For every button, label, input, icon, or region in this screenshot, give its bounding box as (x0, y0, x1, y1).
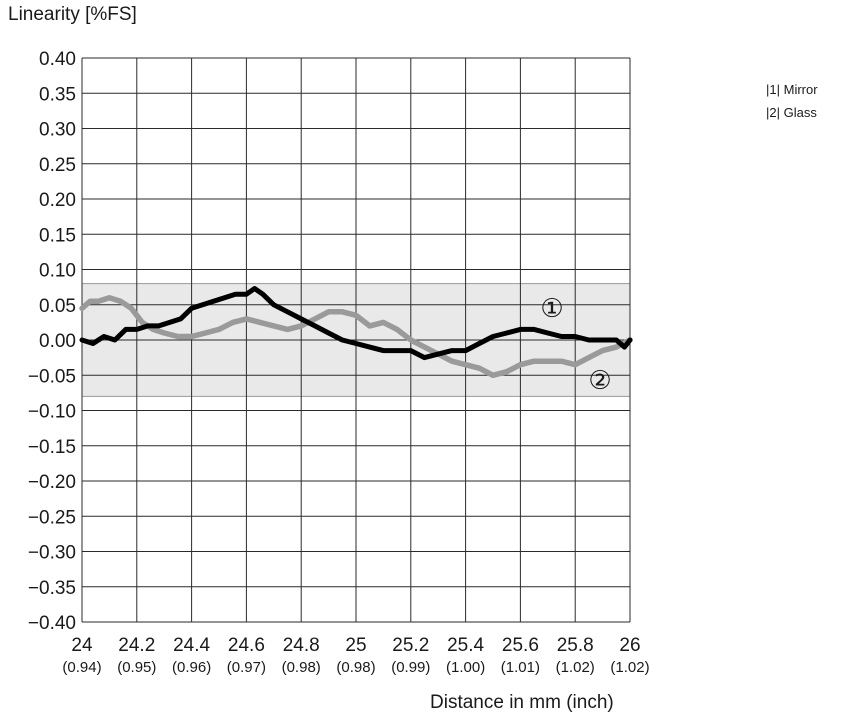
x-tick-label: 25.6 (502, 635, 539, 656)
x-tick-inch-label: (0.96) (172, 659, 211, 676)
legend: |1| Mirror |2| Glass (766, 78, 818, 124)
legend-label: Mirror (783, 82, 818, 97)
x-tick-inch-label: (0.98) (282, 659, 321, 676)
x-tick-inch-label: (1.01) (501, 659, 540, 676)
x-tick-label: 24 (71, 635, 93, 656)
y-tick-label: −0.10 (28, 402, 76, 423)
x-tick-label: 24.6 (228, 635, 265, 656)
x-tick-label: 25.4 (447, 635, 484, 656)
y-tick-label: 0.05 (39, 296, 76, 317)
x-tick-label: 24.4 (173, 635, 210, 656)
y-tick-label: 0.00 (39, 331, 76, 352)
x-tick-label: 25 (345, 635, 366, 656)
y-tick-label: −0.05 (28, 366, 76, 387)
y-tick-label: 0.35 (39, 84, 76, 105)
series-marker-glass: ② (588, 366, 611, 396)
y-tick-label: 0.20 (39, 190, 76, 211)
x-tick-inch-label: (0.99) (391, 659, 430, 676)
x-tick-label: 25.2 (392, 635, 429, 656)
legend-marker: |1| (766, 82, 780, 97)
legend-label: Glass (783, 105, 817, 120)
y-tick-label: −0.30 (28, 543, 76, 564)
y-tick-label: 0.10 (39, 261, 76, 282)
y-tick-label: 0.30 (39, 120, 76, 141)
series-marker-mirror: ① (540, 294, 563, 324)
x-tick-inch-label: (1.02) (556, 659, 595, 676)
y-axis-label: Linearity [%FS] (8, 4, 137, 25)
y-tick-label: −0.25 (28, 507, 76, 528)
x-tick-label: 24.2 (118, 635, 155, 656)
legend-marker: |2| (766, 105, 780, 120)
x-tick-inch-label: (0.94) (62, 659, 101, 676)
legend-item-mirror: |1| Mirror (766, 78, 818, 101)
y-tick-label: −0.40 (28, 613, 76, 634)
x-tick-inch-label: (1.00) (446, 659, 485, 676)
y-tick-label: 0.15 (39, 225, 76, 246)
x-tick-inch-label: (0.98) (336, 659, 375, 676)
y-tick-label: 0.40 (39, 49, 76, 70)
x-tick-label: 26 (619, 635, 640, 656)
y-tick-label: −0.15 (28, 437, 76, 458)
y-tick-label: −0.20 (28, 472, 76, 493)
legend-item-glass: |2| Glass (766, 101, 818, 124)
x-tick-inch-label: (0.95) (117, 659, 156, 676)
y-tick-label: −0.35 (28, 578, 76, 599)
x-tick-inch-label: (1.02) (610, 659, 649, 676)
x-tick-inch-label: (0.97) (227, 659, 266, 676)
x-axis-label: Distance in mm (inch) (430, 692, 614, 713)
x-tick-label: 24.8 (283, 635, 320, 656)
series-line-mirror (79, 286, 633, 361)
x-tick-label: 25.8 (557, 635, 594, 656)
series-line-glass (79, 294, 633, 379)
y-tick-label: 0.25 (39, 155, 76, 176)
